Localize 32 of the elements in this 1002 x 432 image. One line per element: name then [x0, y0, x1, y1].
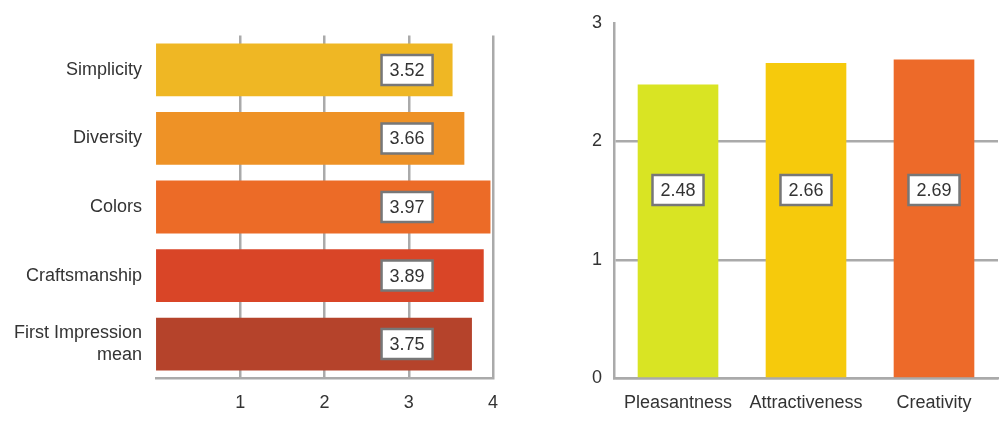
- y-tick-label: 1: [592, 248, 603, 269]
- x-tick-label: 3: [403, 392, 414, 413]
- y-tick-label: First Impression mean: [13, 322, 143, 364]
- bar: [156, 180, 491, 234]
- x-tick-label: 1: [235, 392, 246, 413]
- bar: [156, 112, 465, 165]
- data-label: 3.52: [389, 59, 425, 80]
- data-label: 2.66: [788, 179, 824, 200]
- y-tick-label: Colors: [90, 195, 143, 216]
- data-label: 2.69: [916, 179, 952, 200]
- y-tick-label: Diversity: [73, 127, 143, 148]
- y-tick-label: 3: [592, 11, 603, 32]
- x-tick-label: 4: [487, 392, 498, 413]
- data-label: 3.75: [389, 334, 425, 355]
- y-tick-label: 2: [592, 130, 603, 151]
- data-label: 3.97: [389, 196, 425, 217]
- y-tick-label: 0: [592, 367, 603, 388]
- x-tick-label: Creativity: [896, 392, 972, 413]
- y-tick-label: Craftsmanship: [25, 264, 143, 285]
- bar: [156, 43, 453, 97]
- bar: [156, 249, 484, 302]
- y-tick-label: Simplicity: [66, 58, 143, 79]
- bar: [156, 317, 472, 371]
- data-label: 3.89: [389, 265, 425, 286]
- x-tick-label: 2: [319, 392, 330, 413]
- bar: [765, 63, 847, 378]
- data-label: 3.66: [389, 128, 425, 149]
- bar: [637, 84, 719, 378]
- x-tick-label: Pleasantness: [623, 392, 733, 413]
- x-tick-label: Attractiveness: [749, 392, 863, 413]
- bar: [893, 59, 975, 378]
- data-label: 2.48: [660, 179, 696, 200]
